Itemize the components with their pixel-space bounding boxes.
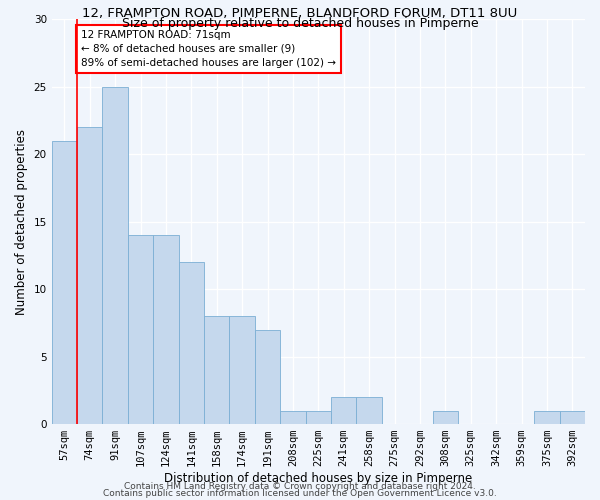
Bar (52, 140, 77, 424)
Bar (153, 235, 179, 424)
Y-axis label: Number of detached properties: Number of detached properties (15, 128, 28, 314)
Text: Contains public sector information licensed under the Open Government Licence v3: Contains public sector information licen… (103, 490, 497, 498)
Bar (356, 397, 382, 424)
Text: Contains HM Land Registry data © Crown copyright and database right 2024.: Contains HM Land Registry data © Crown c… (124, 482, 476, 491)
Text: Size of property relative to detached houses in Pimperne: Size of property relative to detached ho… (122, 18, 478, 30)
Bar (103, 86, 128, 424)
Bar (255, 330, 280, 424)
Bar (534, 410, 560, 424)
Bar (560, 410, 585, 424)
Text: 12, FRAMPTON ROAD, PIMPERNE, BLANDFORD FORUM, DT11 8UU: 12, FRAMPTON ROAD, PIMPERNE, BLANDFORD F… (82, 8, 518, 20)
Bar (229, 316, 255, 424)
Bar (204, 316, 229, 424)
Bar (280, 410, 305, 424)
X-axis label: Distribution of detached houses by size in Pimperne: Distribution of detached houses by size … (164, 472, 472, 485)
Bar (305, 410, 331, 424)
Text: 12 FRAMPTON ROAD: 71sqm
← 8% of detached houses are smaller (9)
89% of semi-deta: 12 FRAMPTON ROAD: 71sqm ← 8% of detached… (81, 30, 336, 68)
Bar (77, 127, 103, 424)
Bar (128, 235, 153, 424)
Bar (179, 262, 204, 424)
Bar (331, 397, 356, 424)
Bar (433, 410, 458, 424)
